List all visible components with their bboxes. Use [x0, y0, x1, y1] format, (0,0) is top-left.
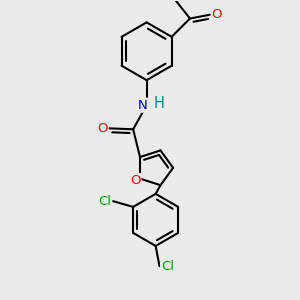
Text: H: H	[153, 96, 164, 111]
Text: Cl: Cl	[98, 195, 111, 208]
Text: N: N	[138, 99, 148, 112]
Text: O: O	[130, 174, 140, 187]
Text: O: O	[212, 8, 222, 21]
Text: O: O	[97, 122, 108, 135]
Text: Cl: Cl	[161, 260, 174, 273]
